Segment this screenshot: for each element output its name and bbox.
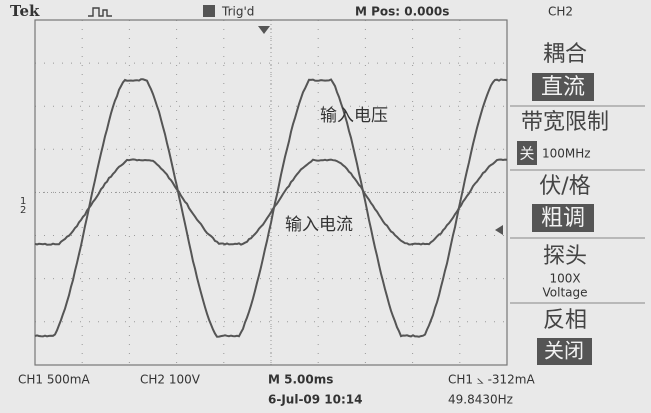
- menu-value: 粗调: [541, 206, 585, 231]
- brand: Tek: [10, 2, 40, 20]
- menu-value: 直流: [541, 75, 585, 100]
- menu-value: 关闭: [544, 339, 584, 363]
- current-label: 输入电流: [285, 215, 353, 235]
- menu-label: 耦合: [543, 42, 587, 67]
- menu-extra: 100MHz: [542, 147, 591, 161]
- datetime: 6-Jul-09 10:14: [268, 393, 363, 407]
- trig-icon: [203, 5, 215, 17]
- menu-value: 100X: [549, 272, 580, 286]
- ch1-scale: CH1 500mA: [18, 373, 90, 387]
- frequency: 49.8430Hz: [448, 393, 513, 407]
- position: M Pos: 0.000s: [355, 5, 449, 19]
- voltage-label: 输入电压: [320, 106, 388, 126]
- scope-screen: Tek Trig'd M Pos: 0.000s CH2 1 2 输入电压 输入…: [0, 0, 651, 413]
- ch2-scale: CH2 100V: [140, 373, 201, 387]
- menu-value: 关: [519, 145, 534, 163]
- menu-label: 反相: [543, 308, 587, 333]
- trigger-level: CH1 ⦣ -312mA: [448, 373, 535, 387]
- menu-label: 探头: [543, 244, 587, 269]
- trigger-state: Trig'd: [221, 5, 254, 19]
- ch2-marker: 2: [20, 205, 26, 216]
- menu-extra: Voltage: [542, 286, 587, 300]
- channel: CH2: [548, 5, 573, 19]
- menu-label: 伏/格: [539, 174, 590, 199]
- timebase: M 5.00ms: [268, 373, 333, 387]
- menu-label: 带宽限制: [521, 110, 609, 135]
